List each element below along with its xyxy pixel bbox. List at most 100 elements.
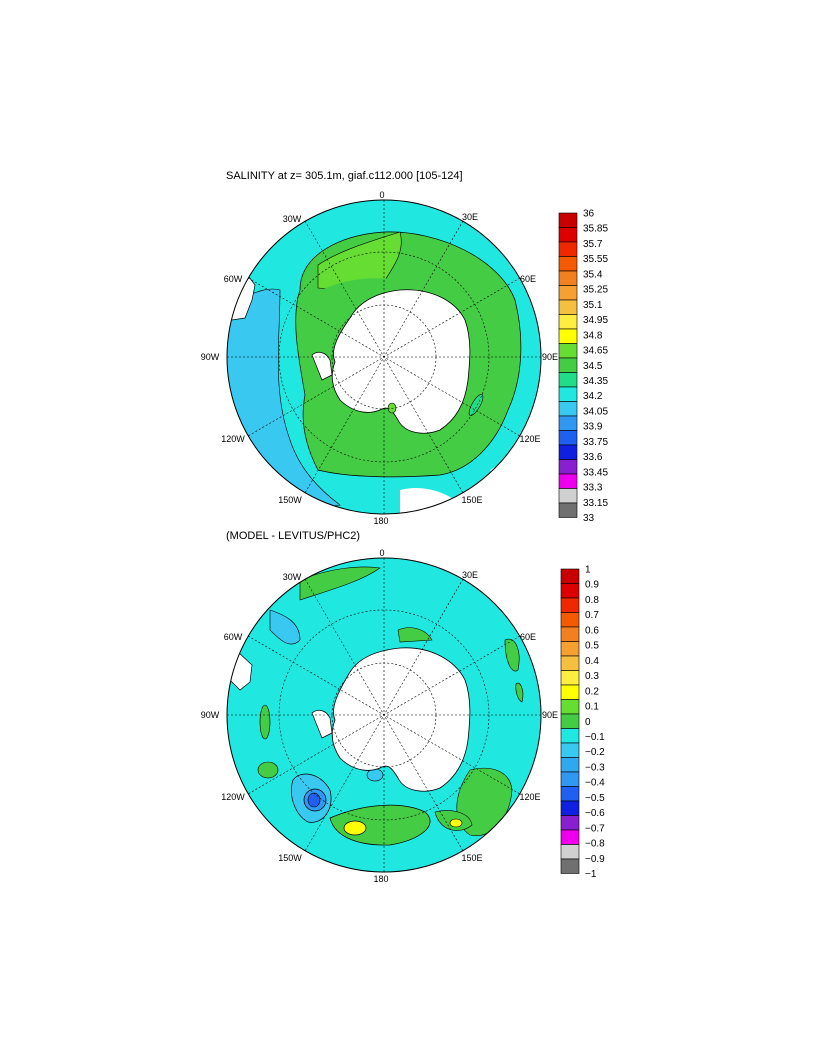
bottom-polar-map: 0 30E 60E 90E 120E 150E 180 150W 120W 90… bbox=[201, 548, 558, 884]
colorbar-swatch bbox=[560, 844, 580, 860]
colorbar-label: 34.95 bbox=[583, 315, 608, 326]
bottom-lon-60e: 60E bbox=[520, 632, 536, 642]
bottom-lon-90w: 90W bbox=[201, 710, 220, 720]
colorbar-swatch bbox=[558, 444, 578, 460]
colorbar-swatch bbox=[560, 655, 580, 671]
top-lon-180: 180 bbox=[373, 516, 388, 526]
bottom-map-title: (MODEL - LEVITUS/PHC2) bbox=[226, 530, 361, 542]
colorbar-swatch bbox=[560, 583, 580, 599]
top-lon-150w: 150W bbox=[278, 495, 302, 505]
colorbar-swatch bbox=[558, 256, 578, 272]
bottom-lon-30e: 30E bbox=[462, 570, 478, 580]
colorbar-label: −0.2 bbox=[585, 747, 605, 758]
top-lon-60w: 60W bbox=[224, 274, 243, 284]
top-polar-map: 0 30E 60E 90E 120E 150E 180 150W 120W 90… bbox=[201, 190, 558, 526]
colorbar-swatch bbox=[558, 328, 578, 344]
colorbar-swatch bbox=[558, 415, 578, 431]
top-lon-0: 0 bbox=[379, 190, 384, 200]
colorbar-label: 0.2 bbox=[585, 686, 599, 697]
colorbar-swatch bbox=[560, 800, 580, 816]
colorbar-swatch bbox=[560, 771, 580, 787]
colorbar-label: 0.5 bbox=[585, 641, 599, 652]
colorbar-swatch bbox=[560, 568, 580, 584]
colorbar-swatch bbox=[560, 612, 580, 628]
top-lon-60e: 60E bbox=[520, 274, 536, 284]
colorbar-label: 0.1 bbox=[585, 702, 599, 713]
colorbar-label: 36 bbox=[583, 209, 595, 220]
colorbar-label: −0.3 bbox=[585, 762, 605, 773]
colorbar-swatch bbox=[558, 502, 578, 518]
bottom-antarctica-land bbox=[331, 647, 471, 792]
colorbar-label: 35.4 bbox=[583, 269, 603, 280]
bottom-lon-30w: 30W bbox=[283, 572, 302, 582]
colorbar-swatch bbox=[558, 212, 578, 228]
colorbar-label: 35.7 bbox=[583, 239, 603, 250]
colorbar-swatch bbox=[560, 641, 580, 657]
colorbar-swatch bbox=[560, 815, 580, 831]
colorbar-label: 35.25 bbox=[583, 285, 608, 296]
colorbar-swatch bbox=[558, 372, 578, 388]
colorbar-label: 0.3 bbox=[585, 671, 599, 682]
colorbar-swatch bbox=[560, 670, 580, 686]
colorbar-label: 0.9 bbox=[585, 580, 599, 591]
colorbar-swatch bbox=[558, 357, 578, 373]
colorbar-label: 34.35 bbox=[583, 376, 608, 387]
colorbar-label: 33.3 bbox=[583, 483, 603, 494]
colorbar-label: 0.7 bbox=[585, 610, 599, 621]
colorbar-label: −0.1 bbox=[585, 732, 605, 743]
colorbar-label: 34.5 bbox=[583, 361, 603, 372]
colorbar-swatch bbox=[560, 597, 580, 613]
colorbar-swatch bbox=[560, 786, 580, 802]
bottom-lon-180: 180 bbox=[373, 874, 388, 884]
bottom-lon-60w: 60W bbox=[224, 632, 243, 642]
top-lon-90w: 90W bbox=[201, 352, 220, 362]
colorbar-swatch bbox=[558, 473, 578, 489]
colorbar-label: −0.4 bbox=[585, 778, 605, 789]
top-lon-150e: 150E bbox=[461, 495, 482, 505]
colorbar-swatch bbox=[558, 343, 578, 359]
colorbar-swatch bbox=[558, 241, 578, 257]
top-colorbar: 36 35.85 35.7 35.55 35.4 35.25 35.1 34.95 34.8 34… bbox=[558, 209, 608, 524]
colorbar-swatch bbox=[558, 401, 578, 417]
colorbar-label: 0.8 bbox=[585, 595, 599, 606]
colorbar-label: 34.8 bbox=[583, 330, 603, 341]
colorbar-label: 35.85 bbox=[583, 224, 608, 235]
top-lon-30e: 30E bbox=[462, 212, 478, 222]
bottom-lon-0: 0 bbox=[379, 548, 384, 558]
bottom-lon-120w: 120W bbox=[221, 792, 245, 802]
colorbar-swatch bbox=[560, 699, 580, 715]
colorbar-label: 0.4 bbox=[585, 656, 599, 667]
colorbar-label: −0.9 bbox=[585, 854, 605, 865]
colorbar-label: 34.05 bbox=[583, 406, 608, 417]
top-lon-120w: 120W bbox=[221, 434, 245, 444]
colorbar-swatch bbox=[558, 299, 578, 315]
colorbar-swatch bbox=[558, 270, 578, 286]
colorbar-swatch bbox=[560, 728, 580, 744]
colorbar-label: −1 bbox=[585, 869, 597, 880]
colorbar-label: 33.75 bbox=[583, 437, 608, 448]
colorbar-label: −0.7 bbox=[585, 823, 605, 834]
colorbar-swatch bbox=[560, 713, 580, 729]
colorbar-label: −0.6 bbox=[585, 808, 605, 819]
colorbar-swatch bbox=[560, 757, 580, 773]
colorbar-label: −0.8 bbox=[585, 839, 605, 850]
bottom-lon-90e: 90E bbox=[542, 710, 558, 720]
colorbar-swatch bbox=[560, 829, 580, 845]
colorbar-label: 33 bbox=[583, 513, 595, 524]
colorbar-label: 35.55 bbox=[583, 254, 608, 265]
colorbar-label: −0.5 bbox=[585, 793, 605, 804]
colorbar-swatch bbox=[558, 459, 578, 475]
colorbar-label: 34.65 bbox=[583, 346, 608, 357]
colorbar-label: 33.9 bbox=[583, 422, 603, 433]
colorbar-label: 0.6 bbox=[585, 625, 599, 636]
colorbar-label: 33.6 bbox=[583, 452, 603, 463]
top-lon-30w: 30W bbox=[283, 214, 302, 224]
bottom-lon-150w: 150W bbox=[278, 853, 302, 863]
top-antarctica-land bbox=[331, 289, 471, 434]
colorbar-label: 33.45 bbox=[583, 467, 608, 478]
colorbar-swatch bbox=[560, 858, 580, 874]
bottom-lon-150e: 150E bbox=[461, 853, 482, 863]
colorbar-swatch bbox=[558, 314, 578, 330]
colorbar-swatch bbox=[558, 430, 578, 446]
